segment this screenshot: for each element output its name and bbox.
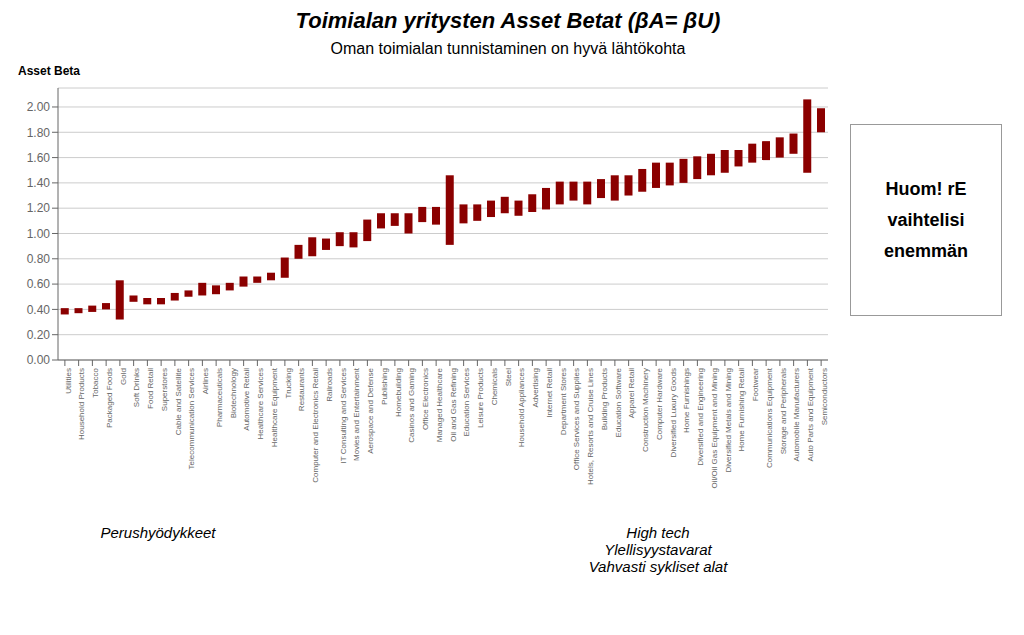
svg-text:1.60: 1.60 [27, 151, 51, 165]
svg-text:Computer Hardware: Computer Hardware [655, 367, 664, 440]
svg-text:Telecommunication Services: Telecommunication Services [187, 368, 196, 469]
svg-text:Storage and Peripherals: Storage and Peripherals [779, 368, 788, 454]
svg-text:Trucking: Trucking [284, 368, 293, 398]
svg-text:Steel: Steel [504, 368, 513, 386]
svg-text:2.00: 2.00 [27, 100, 51, 114]
html-text:Perushyödykkeet: Perushyödykkeet [100, 524, 216, 541]
svg-text:Communications Equipment: Communications Equipment [765, 367, 774, 468]
svg-text:Education Software: Education Software [614, 367, 623, 437]
svg-text:Food Retail: Food Retail [146, 368, 155, 409]
svg-text:Automobile Manufacturers: Automobile Manufacturers [792, 368, 801, 461]
svg-text:Building Products: Building Products [600, 368, 609, 430]
svg-text:Diversified and Engineering: Diversified and Engineering [696, 368, 705, 466]
svg-text:Home Furnishings: Home Furnishings [682, 368, 691, 433]
svg-text:Education Services: Education Services [462, 368, 471, 436]
svg-text:Cable and Satellite: Cable and Satellite [174, 367, 183, 435]
svg-text:0.00: 0.00 [27, 353, 51, 367]
svg-text:0.80: 0.80 [27, 252, 51, 266]
html-text:vaihtelisi: vaihtelisi [887, 209, 965, 230]
svg-text:Packaged Foods: Packaged Foods [105, 368, 114, 428]
html-text:High tech: High tech [626, 524, 690, 541]
svg-text:Biotechnology: Biotechnology [229, 368, 238, 418]
svg-text:Department Stores: Department Stores [559, 368, 568, 435]
html-text:Oman toimialan tunnistaminen o: Oman toimialan tunnistaminen on hyvä läh… [330, 40, 686, 57]
svg-text:Automotive Retail: Automotive Retail [242, 368, 251, 431]
svg-text:Airlines: Airlines [201, 368, 210, 394]
svg-text:0.40: 0.40 [27, 303, 51, 317]
svg-text:Computer and Electronics Retai: Computer and Electronics Retail [311, 368, 320, 483]
svg-text:Household Products: Household Products [77, 368, 86, 440]
svg-text:Managed Healthcare: Managed Healthcare [435, 367, 444, 442]
svg-text:Home Furnishing Retail: Home Furnishing Retail [737, 368, 746, 452]
svg-text:Superstores: Superstores [160, 368, 169, 411]
html-text:Toimialan yritysten Asset Beta: Toimialan yritysten Asset Betat (βA= βU) [295, 8, 721, 33]
svg-text:Pharmaceuticals: Pharmaceuticals [215, 368, 224, 427]
svg-text:Oil and Gas Refining: Oil and Gas Refining [449, 368, 458, 442]
svg-text:Aerospace and Defense: Aerospace and Defense [366, 367, 375, 453]
svg-text:Tobacco: Tobacco [91, 367, 100, 397]
svg-text:Auto Parts and Equipment: Auto Parts and Equipment [806, 367, 815, 461]
html-text:Ylellisyystavarat: Ylellisyystavarat [604, 541, 712, 558]
svg-text:Internet Retail: Internet Retail [545, 368, 554, 418]
svg-text:Semiconductors: Semiconductors [820, 368, 829, 425]
svg-text:Office Services and Supplies: Office Services and Supplies [572, 368, 581, 470]
html-text:Asset Beta: Asset Beta [18, 64, 80, 78]
html-text:Huom! rE: Huom! rE [885, 178, 967, 199]
svg-text:0.60: 0.60 [27, 277, 51, 291]
svg-text:1.40: 1.40 [27, 176, 51, 190]
svg-text:Construction Machinery: Construction Machinery [641, 368, 650, 452]
svg-text:Apparel Retail: Apparel Retail [627, 368, 636, 418]
svg-text:Movies and Entertainment: Movies and Entertainment [352, 367, 361, 461]
svg-text:Healthcare Equipment: Healthcare Equipment [270, 367, 279, 447]
svg-text:1.20: 1.20 [27, 201, 51, 215]
svg-text:Gold: Gold [119, 368, 128, 385]
svg-text:IT Consulting and Services: IT Consulting and Services [339, 368, 348, 463]
svg-text:Soft Drinks: Soft Drinks [132, 368, 141, 407]
svg-text:Advertising: Advertising [531, 368, 540, 408]
svg-text:Homebuilding: Homebuilding [394, 368, 403, 417]
svg-text:Healthcare Services: Healthcare Services [256, 368, 265, 440]
svg-text:Publishing: Publishing [380, 368, 389, 405]
svg-text:Diversified Metals and Mining: Diversified Metals and Mining [724, 368, 733, 473]
svg-text:Footwear: Footwear [751, 368, 760, 402]
svg-text:Oil/Oil Gas Equipment and Mini: Oil/Oil Gas Equipment and Mining [710, 368, 719, 489]
svg-text:Restaurants: Restaurants [297, 368, 306, 411]
svg-text:Chemicals: Chemicals [490, 368, 499, 405]
svg-text:Utilities: Utilities [64, 368, 73, 394]
svg-text:Railroads: Railroads [325, 368, 334, 402]
svg-text:1.00: 1.00 [27, 227, 51, 241]
html-text:Vahvasti sykliset alat: Vahvasti sykliset alat [588, 558, 728, 575]
svg-text:Hotels, Resorts and Cruise Lin: Hotels, Resorts and Cruise Lines [586, 368, 595, 485]
svg-text:Leisure Products: Leisure Products [476, 368, 485, 428]
svg-text:1.80: 1.80 [27, 126, 51, 140]
html-text:enemmän: enemmän [884, 240, 968, 261]
svg-text:Diversified Luxury Goods: Diversified Luxury Goods [669, 368, 678, 457]
svg-text:0.20: 0.20 [27, 328, 51, 342]
svg-text:Office Electronics: Office Electronics [421, 368, 430, 430]
svg-text:Casinos and Gaming: Casinos and Gaming [407, 368, 416, 443]
svg-text:Household Appliances: Household Appliances [517, 368, 526, 447]
